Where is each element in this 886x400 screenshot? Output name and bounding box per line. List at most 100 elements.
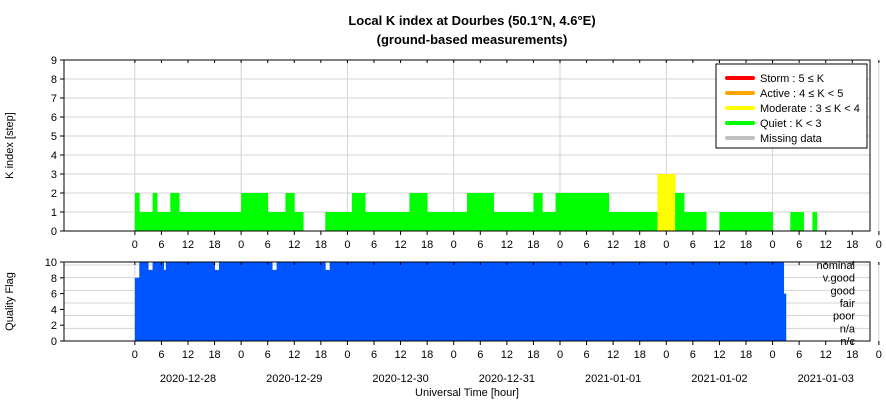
quality-bar — [455, 262, 459, 341]
k-y-tick-label: 7 — [51, 93, 57, 105]
k-index-bar — [573, 193, 579, 231]
quality-bar — [783, 293, 787, 341]
quality-bar — [292, 262, 295, 341]
k-index-bar — [537, 193, 543, 231]
quality-level-label: poor — [833, 311, 855, 323]
quality-bar — [599, 262, 603, 341]
quality-bar — [201, 262, 204, 341]
quality-bar — [591, 262, 594, 341]
quality-bar — [396, 262, 399, 341]
quality-bar — [750, 262, 754, 341]
quality-bar — [227, 262, 231, 341]
k-x-tick-label: 0 — [132, 239, 138, 251]
k-index-bar — [196, 212, 202, 231]
quality-bar — [726, 262, 729, 341]
k-index-bar — [799, 212, 804, 231]
k-x-tick-label: 0 — [557, 239, 563, 251]
k-index-bar — [272, 212, 277, 231]
quality-bar — [269, 262, 273, 341]
k-y-tick-label: 3 — [51, 169, 57, 181]
k-index-x-ticks: 0 6 12 18 0 6 12 18 0 6 12 18 0 6 12 18 0 6 12 18 0 6 12 18 0 6 12… — [132, 60, 882, 251]
k-index-bar — [458, 212, 463, 231]
quality-bar — [520, 262, 523, 341]
quality-bar — [710, 262, 714, 341]
q-x-tick-label: 18 — [634, 349, 646, 361]
quality-bar — [757, 262, 760, 341]
quality-bar — [289, 262, 293, 341]
quality-bar — [708, 262, 711, 341]
k-index-bar — [134, 193, 140, 231]
quality-bar — [203, 262, 207, 341]
q-x-tick-label: 18 — [421, 349, 433, 361]
legend-label: Active : 4 ≤ K < 5 — [760, 88, 843, 100]
quality-bar — [367, 262, 370, 341]
quality-bar — [513, 262, 517, 341]
k-index-bar — [276, 212, 282, 231]
quality-bar — [604, 262, 607, 341]
k-index-bar — [679, 193, 685, 231]
quality-bar — [265, 262, 269, 341]
quality-bar — [141, 262, 145, 341]
quality-bar — [192, 262, 196, 341]
quality-bar — [238, 262, 242, 341]
quality-bar — [296, 262, 300, 341]
quality-bar — [531, 262, 534, 341]
quality-bar — [571, 262, 574, 341]
quality-bar — [172, 262, 176, 341]
quality-bar — [586, 262, 590, 341]
quality-bar — [159, 262, 162, 341]
quality-date-labels: 2020-12-28 2020-12-29 2020-12-30 2020-12-31… — [160, 373, 854, 385]
quality-bar — [380, 262, 384, 341]
quality-bar — [723, 262, 727, 341]
quality-bar — [154, 262, 158, 341]
k-index-bar — [356, 193, 362, 231]
k-index-bar — [236, 212, 242, 231]
quality-bar — [287, 262, 291, 341]
k-index-bar — [245, 193, 251, 231]
quality-bar — [626, 262, 630, 341]
quality-bar — [190, 262, 193, 341]
k-index-bar — [405, 212, 410, 231]
q-y-tick-label: 4 — [51, 304, 57, 316]
quality-bar — [358, 262, 362, 341]
k-index-bar — [608, 212, 614, 231]
quality-bar — [719, 262, 723, 341]
quality-bar — [221, 262, 224, 341]
quality-level-label: fair — [840, 298, 856, 310]
k-index-bar — [475, 193, 481, 231]
quality-bar — [199, 262, 202, 341]
q-y-tick-label: 2 — [51, 320, 57, 332]
quality-bar — [489, 262, 492, 341]
quality-bar — [323, 262, 326, 341]
quality-bar — [252, 262, 255, 341]
quality-bar — [475, 262, 479, 341]
k-index-bar — [794, 212, 800, 231]
quality-bar — [329, 262, 333, 341]
quality-bar — [635, 262, 638, 341]
k-y-tick-label: 8 — [51, 74, 57, 86]
k-index-bar — [697, 212, 703, 231]
quality-bar — [314, 262, 317, 341]
k-index-bar — [790, 212, 796, 231]
k-x-tick-label: 12 — [713, 239, 725, 251]
k-index-bar — [626, 212, 632, 231]
k-index-bar — [604, 193, 610, 231]
quality-bar — [196, 262, 200, 341]
k-index-bar — [338, 212, 344, 231]
quality-bar — [737, 262, 740, 341]
q-y-tick-label: 0 — [51, 336, 57, 348]
quality-bar — [148, 269, 151, 341]
quality-bar — [424, 262, 428, 341]
quality-bar — [471, 262, 475, 341]
quality-bar — [473, 262, 477, 341]
quality-bar — [152, 262, 156, 341]
quality-bar — [320, 262, 324, 341]
quality-bar — [579, 262, 583, 341]
k-index-bar — [205, 212, 211, 231]
quality-bar — [462, 262, 466, 341]
quality-bar — [442, 262, 446, 341]
quality-bar — [351, 262, 355, 341]
k-index-bar — [148, 212, 153, 231]
quality-bar — [544, 262, 548, 341]
quality-bar — [715, 262, 718, 341]
